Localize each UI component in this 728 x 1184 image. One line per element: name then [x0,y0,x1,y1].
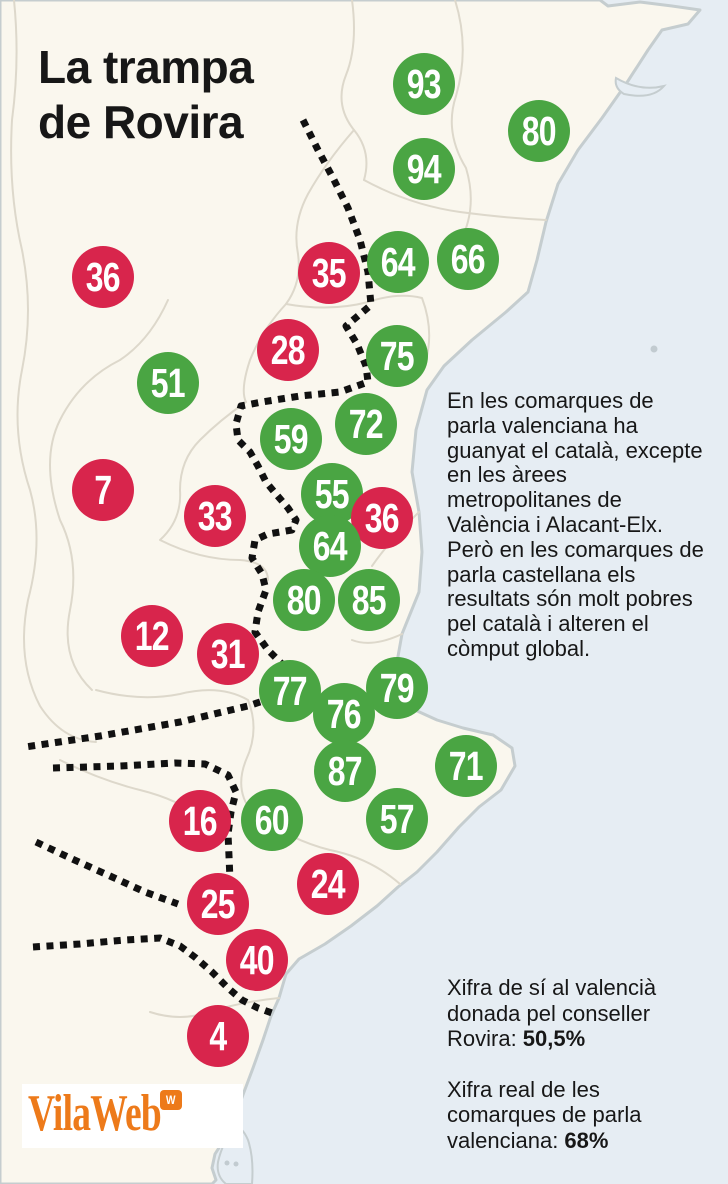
map-value-circle: 25 [187,873,249,935]
map-value-circle: 36 [72,246,134,308]
footnotes: Xifra de sí al valencià donada pel conse… [447,975,728,1153]
map-value-circle: 85 [338,569,400,631]
vilaweb-w-icon: W [160,1090,182,1110]
comarca-borders [10,0,547,1121]
footnote-real: Xifra real de les comarques de parla val… [447,1077,728,1154]
map-value-circle: 72 [335,393,397,455]
vilaweb-logo: VilaWeb W [22,1084,243,1148]
map-value-circle: 59 [260,408,322,470]
map-value-circle: 64 [367,231,429,293]
map-value-circle: 28 [257,319,319,381]
footnote-real-text: Xifra real de les comarques de parla val… [447,1076,642,1153]
south-islet [224,1160,230,1166]
map-value-circle: 71 [435,735,497,797]
map-value-circle: 87 [314,740,376,802]
map-value-circle: 57 [366,788,428,850]
footnote-rovira: Xifra de sí al valencià donada pel conse… [447,975,728,1052]
map-value-circle: 93 [393,53,455,115]
page-title: La trampa de Rovira [38,41,254,149]
map-value-circle: 35 [298,242,360,304]
map-value-circle: 80 [508,100,570,162]
vilaweb-logo-text: VilaWeb [28,1085,162,1142]
map-value-circle: 66 [437,228,499,290]
footnote-rovira-value: 50,5% [522,1026,586,1051]
south-islet [233,1161,239,1167]
map-value-circle: 24 [297,853,359,915]
footnote-rovira-text: Xifra de sí al valencià donada pel conse… [447,975,657,1051]
map-value-circle: 4 [187,1005,249,1067]
map-value-circle: 36 [351,487,413,549]
ebro-delta-lagoon [614,76,667,97]
map-value-circle: 77 [259,660,321,722]
annotation-text: En les comarques de parla valenciana ha … [447,388,704,661]
map-value-circle: 31 [197,623,259,685]
map-value-circle: 94 [393,138,455,200]
map-value-circle: 60 [241,789,303,851]
map-value-circle: 75 [366,325,428,387]
map-value-circle: 80 [273,569,335,631]
map-value-circle: 33 [184,485,246,547]
map-value-circle: 16 [169,790,231,852]
map-value-circle: 51 [137,352,199,414]
map-value-circle: 64 [299,515,361,577]
map-value-circle: 7 [72,459,134,521]
map-value-circle: 12 [121,605,183,667]
columbretes-islet [650,345,658,353]
language-boundary-dotted-line [24,118,375,1017]
map-value-circle: 79 [366,657,428,719]
map-value-circle: 40 [226,929,288,991]
footnote-real-value: 68% [564,1127,609,1153]
map-value-circle: 76 [313,683,375,745]
